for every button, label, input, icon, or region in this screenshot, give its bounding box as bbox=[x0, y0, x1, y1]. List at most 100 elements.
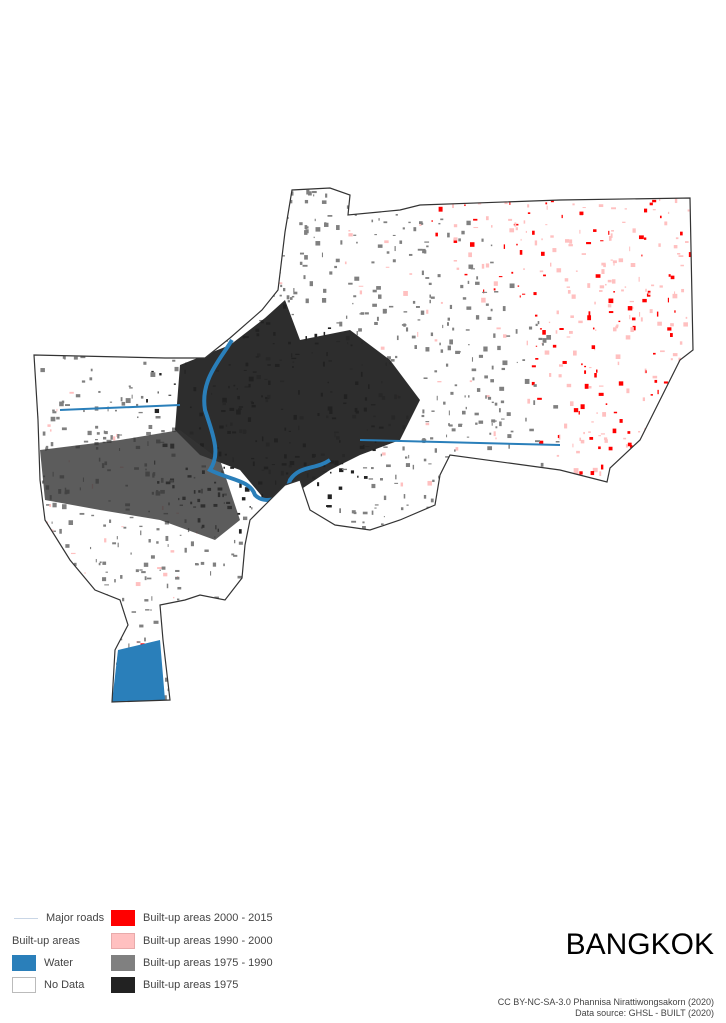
builtup-patch bbox=[394, 634, 400, 637]
builtup-patch bbox=[436, 672, 438, 677]
builtup-patch bbox=[132, 247, 134, 252]
builtup-patch bbox=[522, 476, 526, 479]
builtup-patch bbox=[214, 625, 218, 628]
builtup-patch bbox=[377, 541, 382, 544]
builtup-patch bbox=[499, 421, 502, 427]
builtup-patch bbox=[276, 504, 282, 509]
builtup-patch bbox=[120, 274, 126, 279]
builtup-patch bbox=[371, 483, 376, 489]
builtup-patch bbox=[500, 400, 505, 404]
builtup-patch bbox=[685, 647, 690, 651]
river bbox=[202, 338, 332, 502]
builtup-patch bbox=[253, 274, 257, 279]
builtup-patch bbox=[420, 537, 424, 543]
builtup-patch bbox=[141, 571, 146, 574]
builtup-patch bbox=[687, 613, 691, 616]
builtup-patch bbox=[500, 608, 505, 613]
builtup-patch bbox=[301, 646, 304, 650]
builtup-patch bbox=[475, 591, 479, 595]
builtup-patch bbox=[240, 653, 245, 656]
builtup-patch bbox=[76, 293, 80, 296]
builtup-patch bbox=[485, 263, 490, 268]
builtup-patch bbox=[610, 233, 613, 238]
builtup-patch bbox=[448, 577, 453, 583]
builtup-patch bbox=[106, 304, 109, 309]
builtup-patch bbox=[577, 526, 581, 532]
builtup-patch bbox=[430, 685, 433, 689]
builtup-patch bbox=[272, 527, 277, 531]
builtup-patch bbox=[599, 290, 603, 292]
builtup-patch bbox=[49, 227, 52, 231]
builtup-patch bbox=[442, 670, 448, 673]
legend-period-3: Built-up areas 1975 bbox=[111, 977, 238, 993]
builtup-patch bbox=[301, 596, 306, 601]
builtup-patch bbox=[166, 607, 170, 613]
builtup-patch bbox=[353, 234, 357, 236]
builtup-patch bbox=[454, 500, 460, 505]
builtup-patch bbox=[579, 437, 582, 441]
builtup-patch bbox=[144, 637, 146, 642]
builtup-patch bbox=[480, 486, 485, 492]
builtup-patch bbox=[452, 327, 455, 331]
builtup-patch bbox=[556, 454, 560, 457]
builtup-patch bbox=[103, 232, 106, 238]
builtup-patch bbox=[118, 434, 123, 436]
builtup-patch bbox=[124, 328, 127, 332]
builtup-patch bbox=[178, 326, 183, 329]
builtup-patch bbox=[452, 679, 456, 682]
builtup-patch bbox=[506, 335, 511, 337]
builtup-patch bbox=[321, 200, 327, 204]
builtup-patch bbox=[673, 245, 678, 249]
builtup-patch bbox=[502, 306, 506, 312]
builtup-patch bbox=[483, 552, 486, 555]
builtup-patch bbox=[123, 258, 127, 262]
builtup-patch bbox=[578, 320, 583, 324]
builtup-patch bbox=[261, 603, 266, 607]
builtup-patch bbox=[236, 226, 242, 230]
builtup-patch bbox=[523, 632, 527, 638]
builtup-patch bbox=[386, 251, 390, 254]
builtup-patch bbox=[248, 289, 251, 294]
builtup-patch bbox=[135, 582, 141, 587]
builtup-patch bbox=[423, 683, 425, 686]
builtup-1975-core bbox=[175, 300, 420, 500]
builtup-patch bbox=[495, 548, 498, 552]
builtup-patch bbox=[642, 298, 647, 303]
builtup-patch bbox=[537, 321, 540, 325]
builtup-patch bbox=[672, 293, 678, 299]
builtup-patch bbox=[454, 611, 459, 614]
builtup-patch bbox=[49, 429, 52, 432]
builtup-patch bbox=[587, 283, 591, 288]
builtup-patch bbox=[672, 428, 675, 431]
builtup-patch bbox=[514, 222, 517, 227]
builtup-patch bbox=[103, 436, 107, 440]
builtup-patch bbox=[271, 677, 274, 682]
builtup-patch bbox=[201, 230, 205, 233]
legend-period-1: Built-up areas 1990 - 2000 bbox=[111, 933, 273, 949]
builtup-patch bbox=[594, 301, 596, 305]
builtup-patch bbox=[143, 361, 147, 365]
builtup-patch bbox=[654, 533, 660, 539]
builtup-patch bbox=[627, 618, 633, 623]
builtup-patch bbox=[424, 241, 430, 243]
builtup-patch bbox=[341, 670, 344, 675]
builtup-patch bbox=[96, 340, 98, 343]
builtup-patch bbox=[49, 228, 53, 233]
builtup-patch bbox=[483, 289, 485, 294]
builtup-patch bbox=[625, 335, 631, 340]
builtup-patch bbox=[551, 622, 553, 627]
builtup-patch bbox=[475, 589, 479, 593]
builtup-patch bbox=[417, 670, 420, 673]
builtup-patch bbox=[376, 286, 381, 290]
builtup-patch bbox=[553, 405, 559, 409]
builtup-patch bbox=[482, 291, 488, 293]
builtup-patch bbox=[288, 697, 292, 701]
builtup-patch bbox=[687, 359, 691, 361]
builtup-patch bbox=[283, 659, 285, 662]
builtup-patch bbox=[167, 213, 169, 219]
builtup-patch bbox=[389, 690, 394, 695]
builtup-patch bbox=[161, 566, 166, 570]
builtup-patch bbox=[220, 695, 223, 701]
builtup-patch bbox=[533, 384, 537, 387]
builtup-patch bbox=[38, 508, 42, 513]
